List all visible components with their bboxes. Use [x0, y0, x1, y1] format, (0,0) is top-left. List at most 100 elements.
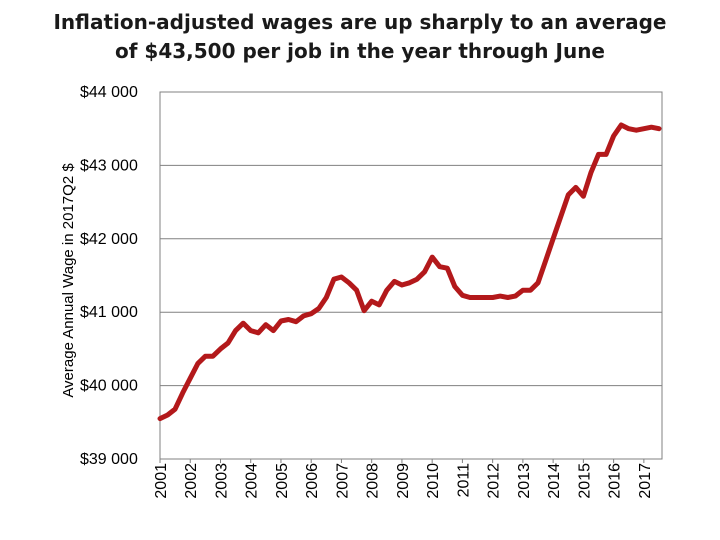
data-point	[446, 267, 449, 270]
data-point	[264, 323, 267, 326]
chart-title-line-2: of $43,500 per job in the year through J…	[115, 39, 605, 63]
data-point	[325, 296, 328, 299]
data-point	[642, 127, 646, 130]
chart-title-line-1: Inflation-adjusted wages are up sharply …	[53, 10, 667, 34]
data-point	[612, 134, 615, 138]
data-point	[627, 127, 630, 130]
data-point	[196, 362, 199, 365]
gridlines	[160, 91, 662, 460]
x-tick-label: 2013	[516, 463, 533, 499]
x-tick-label: 2016	[607, 463, 624, 499]
data-point	[514, 294, 517, 298]
data-point	[385, 289, 388, 292]
data-point	[158, 417, 162, 420]
x-tick-label: 2003	[213, 463, 230, 499]
x-tick-label: 2014	[546, 463, 563, 499]
x-tick-label: 2011	[455, 463, 472, 498]
x-tick-label: 2017	[637, 463, 654, 499]
data-point	[249, 329, 252, 332]
y-axis-tick-labels: $39 000 $40 000 $41 000 $42 000 $43 000 $44 0…	[80, 84, 138, 468]
x-tick-label: 2012	[486, 463, 503, 499]
data-point	[604, 153, 608, 156]
data-point	[567, 193, 570, 196]
data-point	[302, 314, 305, 318]
data-point	[438, 265, 441, 268]
data-point	[483, 296, 487, 299]
data-point	[415, 278, 419, 281]
data-point	[362, 309, 366, 312]
x-tick-label: 2015	[576, 463, 593, 499]
data-point	[226, 341, 230, 345]
x-tick-label: 2009	[395, 463, 412, 499]
data-point	[408, 281, 411, 284]
data-point	[423, 270, 426, 273]
series-group	[157, 122, 662, 422]
series-line	[157, 122, 662, 422]
y-tick-label: $42 000	[80, 231, 138, 248]
data-point	[506, 296, 509, 299]
data-point	[431, 255, 434, 259]
data-point	[400, 283, 404, 287]
data-point	[355, 289, 358, 292]
data-point	[620, 123, 623, 127]
data-point	[189, 377, 192, 380]
data-point	[551, 237, 555, 240]
plot-area-frame	[159, 91, 663, 460]
data-point	[257, 331, 260, 334]
data-point	[536, 281, 540, 284]
data-point	[378, 303, 381, 307]
data-point	[219, 347, 222, 351]
data-point	[499, 294, 502, 298]
y-tick-label: $41 000	[80, 304, 138, 321]
data-point	[294, 320, 298, 323]
data-point	[242, 322, 245, 325]
data-point	[166, 413, 169, 417]
data-point	[234, 329, 237, 332]
data-point	[287, 318, 290, 321]
data-point	[635, 129, 638, 132]
x-tick-label: 2010	[425, 463, 442, 499]
data-point	[204, 355, 207, 358]
data-point	[491, 296, 494, 299]
x-tick-label: 2006	[304, 463, 321, 499]
data-point	[310, 312, 313, 315]
data-point	[468, 296, 472, 299]
x-tick-label: 2005	[274, 463, 291, 499]
data-point	[597, 153, 600, 156]
data-point	[393, 280, 396, 283]
data-point	[453, 285, 456, 288]
x-axis-tick-labels: 2001 2002 2003 2004 2005 2006 2007 2008 2009 2010…	[153, 459, 654, 499]
chart-title: Inflation-adjusted wages are up sharply …	[0, 8, 720, 66]
data-point	[559, 215, 562, 218]
y-axis-label: Average Annual Wage in 2017Q2 $	[60, 163, 77, 398]
y-tick-label: $39 000	[80, 451, 138, 468]
x-tick-label: 2001	[153, 463, 170, 499]
data-point	[370, 300, 373, 303]
data-point	[589, 171, 593, 174]
data-point	[332, 278, 336, 281]
x-tick-label: 2007	[334, 463, 351, 499]
data-point	[521, 289, 525, 292]
data-point	[574, 186, 577, 189]
data-point	[340, 275, 343, 279]
data-point	[529, 289, 532, 292]
y-tick-label: $43 000	[80, 157, 138, 174]
data-point	[317, 307, 320, 310]
data-point	[650, 126, 653, 129]
y-tick-label: $44 000	[80, 84, 138, 101]
data-point	[279, 319, 283, 323]
data-point	[272, 329, 275, 332]
data-point	[461, 294, 464, 297]
data-point	[211, 355, 215, 358]
x-tick-label: 2008	[365, 463, 382, 499]
x-tick-label: 2002	[183, 463, 200, 499]
data-point	[476, 296, 479, 299]
data-point	[347, 281, 351, 284]
x-tick-label: 2004	[244, 463, 261, 499]
data-point	[181, 391, 184, 395]
data-point	[544, 259, 547, 262]
data-point	[657, 127, 661, 130]
y-tick-label: $40 000	[80, 378, 138, 395]
data-point	[173, 407, 177, 411]
